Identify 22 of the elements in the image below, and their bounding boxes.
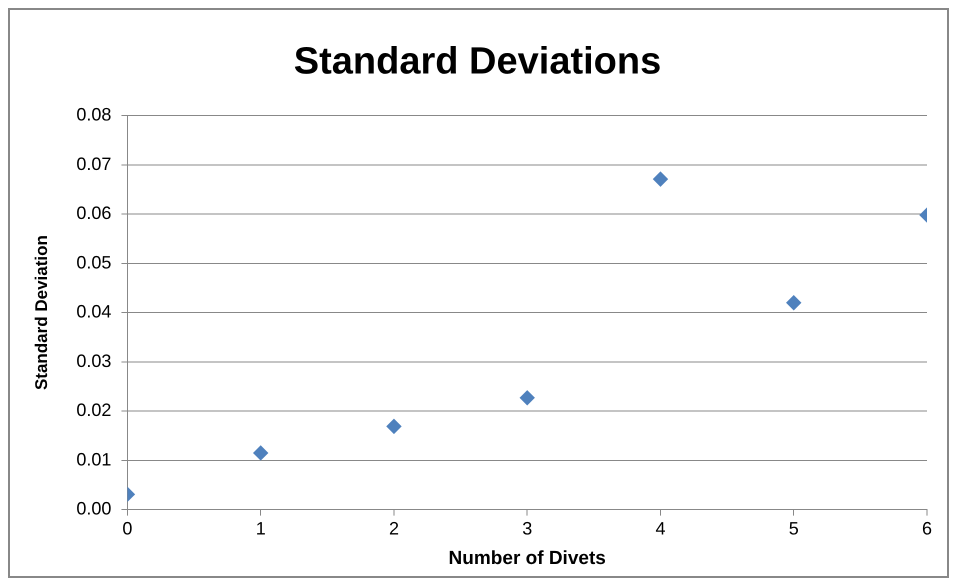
point bbox=[652, 172, 668, 187]
x-tick-label: 6 bbox=[922, 518, 932, 538]
x-tick-label: 3 bbox=[522, 518, 532, 538]
x-tick-label: 0 bbox=[122, 518, 132, 538]
x-tick-label: 4 bbox=[655, 518, 666, 538]
y-tick-label: 0.05 bbox=[76, 252, 112, 272]
y-tick-label: 0.08 bbox=[76, 104, 112, 125]
y-tick-label: 0.00 bbox=[76, 498, 112, 519]
x-tick-label: 1 bbox=[256, 518, 266, 538]
y-tick-label: 0.06 bbox=[76, 203, 112, 224]
y-tick-label: 0.07 bbox=[76, 154, 112, 174]
chart-title: Standard Deviations bbox=[294, 40, 662, 82]
point bbox=[386, 418, 402, 434]
x-tick-label: 2 bbox=[388, 518, 399, 538]
x-axis-title: Number of Divets bbox=[448, 548, 606, 569]
y-tick-label: 0.04 bbox=[76, 302, 112, 322]
y-tick-label: 0.02 bbox=[76, 400, 112, 420]
point bbox=[520, 390, 535, 406]
y-tick-label: 0.03 bbox=[76, 350, 112, 371]
y-axis-title: Standard Deviation bbox=[32, 235, 51, 390]
x-tick-label: 5 bbox=[788, 518, 799, 538]
y-tick-label: 0.01 bbox=[76, 449, 112, 470]
